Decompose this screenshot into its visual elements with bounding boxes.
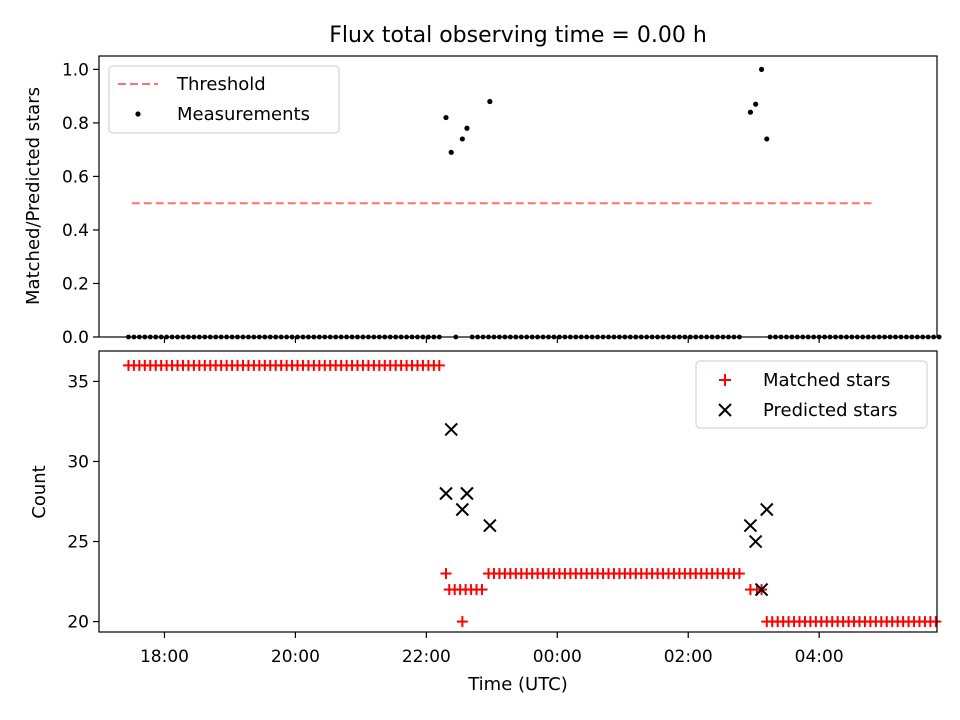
matched-star-point xyxy=(456,616,468,628)
matched-star-point xyxy=(733,568,745,580)
top-panel: Flux total observing time = 0.00 h Match… xyxy=(23,23,942,348)
predicted-star-point xyxy=(439,486,453,501)
measurement-point xyxy=(487,98,493,105)
predicted-star-point xyxy=(483,518,497,533)
predicted-star-point xyxy=(444,422,458,437)
top-y-tick-label: 0.0 xyxy=(62,328,89,348)
bottom-y-tick-label: 20 xyxy=(67,613,89,633)
matched-stars-legend-swatch xyxy=(719,374,731,386)
bottom-y-axis-label: Count xyxy=(29,465,50,518)
measurement-point xyxy=(764,136,770,142)
top-axis-ticks: 0.0 0.2 0.4 0.6 0.8 1.0 xyxy=(62,60,820,348)
matched-star-point xyxy=(476,584,488,596)
top-plot-frame xyxy=(98,55,938,338)
measurement-point xyxy=(464,125,470,131)
measurement-point xyxy=(936,334,942,340)
bottom-y-tick-label: 35 xyxy=(67,372,89,392)
bottom-x-tick-label: 00:00 xyxy=(533,647,582,667)
top-y-tick-label: 0.8 xyxy=(62,114,89,134)
bottom-x-tick-label: 04:00 xyxy=(795,647,844,667)
top-y-tick-label: 1.0 xyxy=(62,60,89,80)
measurement-point xyxy=(459,136,465,142)
bottom-x-tick-label: 20:00 xyxy=(271,647,320,667)
bottom-y-tick-label: 30 xyxy=(67,452,89,472)
predicted-star-point xyxy=(460,486,474,501)
predicted-star-point xyxy=(748,534,763,549)
top-y-axis-label: Matched/Predicted stars xyxy=(23,87,44,305)
measurement-point xyxy=(758,66,765,72)
matched-star-point xyxy=(433,359,445,371)
predicted-star-point xyxy=(760,502,774,517)
matched-star-point xyxy=(440,568,452,580)
bottom-x-tick-label: 18:00 xyxy=(140,647,189,667)
bottom-data-marks xyxy=(122,359,942,628)
top-y-tick-label: 0.2 xyxy=(62,274,89,294)
predicted-star-point xyxy=(455,502,470,517)
x-axis-label: Time (UTC) xyxy=(467,674,568,695)
top-y-tick-label: 0.4 xyxy=(62,221,89,241)
bottom-legend-box xyxy=(695,360,928,429)
bottom-x-tick-label: 02:00 xyxy=(664,647,713,667)
bottom-x-tick-label: 22:00 xyxy=(402,647,451,667)
measurement-point xyxy=(443,114,449,121)
top-legend: Threshold Measurements xyxy=(108,65,340,134)
chart-title: Flux total observing time = 0.00 h xyxy=(329,23,707,48)
matched-star-point xyxy=(930,616,942,628)
bottom-y-tick-label: 25 xyxy=(67,533,89,553)
matched-stars-legend-label: Matched stars xyxy=(763,370,890,391)
top-y-tick-label: 0.6 xyxy=(62,167,89,187)
predicted-stars-legend-swatch xyxy=(718,403,732,417)
measurement-point xyxy=(753,101,759,107)
predicted-stars-legend-label: Predicted stars xyxy=(763,400,897,421)
top-legend-box xyxy=(108,65,340,134)
threshold-legend-label: Threshold xyxy=(176,74,266,95)
predicted-star-point xyxy=(743,518,758,533)
measurements-legend-label: Measurements xyxy=(177,104,310,125)
bottom-panel: Count Time (UTC) 20 25 30 35 18:00 20:00 22:00… xyxy=(29,350,942,695)
measurement-point xyxy=(448,149,454,155)
measurement-point xyxy=(747,109,754,115)
bottom-axis-ticks: 20 25 30 35 18:00 20:00 22:00 00:00 02:00 04:00 xyxy=(67,372,843,667)
measurements-legend-swatch xyxy=(135,111,141,117)
bottom-plot-frame xyxy=(98,350,938,633)
bottom-legend: Matched stars Predicted stars xyxy=(695,360,928,429)
predicted-star-point xyxy=(754,582,769,597)
